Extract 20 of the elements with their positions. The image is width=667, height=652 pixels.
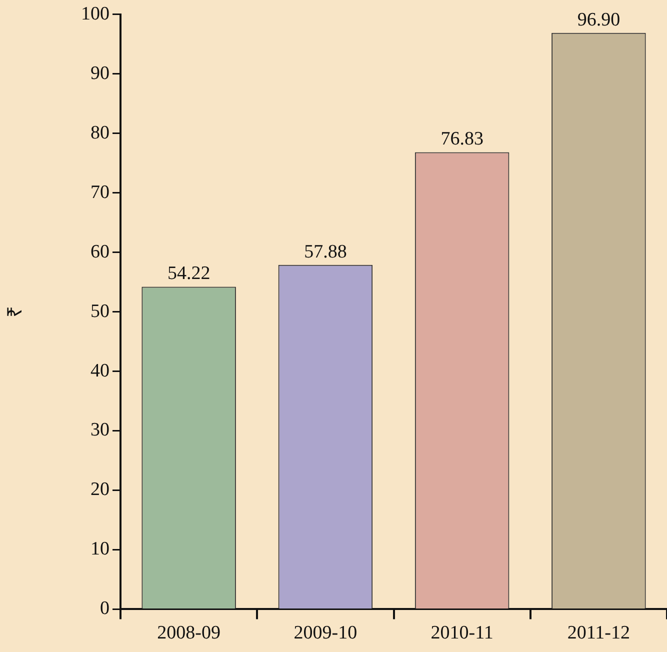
y-tick-label: 90 [90,62,110,84]
x-tick-label: 2008-09 [157,622,220,644]
x-tick-label: 2009-10 [294,622,358,644]
x-tick-label: 2011-12 [567,622,630,644]
y-tick-label: 70 [90,182,110,203]
y-tick-label: 40 [90,360,110,382]
y-tick-label: 0 [100,598,110,620]
data-label: 57.88 [304,241,347,262]
y-axis-title: ₹ [4,306,26,318]
y-tick-label: 50 [90,300,110,322]
data-label: 54.22 [167,263,210,284]
data-label: 76.83 [440,128,484,150]
data-label: 96.90 [577,9,620,30]
y-tick-label: 30 [90,420,110,441]
y-tick-label: 10 [90,538,110,560]
y-tick-label: 80 [90,122,110,144]
y-tick-label: 20 [90,479,110,500]
y-tick-label: 100 [81,3,110,24]
y-tick-label: 60 [90,241,110,262]
x-tick-label: 2010-11 [430,622,494,644]
